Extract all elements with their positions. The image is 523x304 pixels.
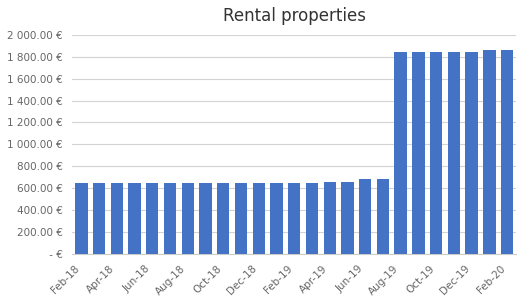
Bar	[128, 183, 141, 254]
Bar	[199, 183, 212, 254]
Bar	[146, 183, 158, 254]
Bar	[465, 52, 478, 254]
Bar	[483, 50, 496, 254]
Bar	[110, 183, 123, 254]
Bar	[253, 183, 265, 254]
Bar	[217, 183, 230, 254]
Bar	[359, 179, 371, 254]
Bar	[164, 183, 176, 254]
Bar	[448, 52, 460, 254]
Bar	[377, 179, 389, 254]
Bar	[181, 183, 194, 254]
Bar	[501, 50, 514, 254]
Bar	[93, 183, 105, 254]
Bar	[324, 181, 336, 254]
Bar	[342, 181, 354, 254]
Bar	[430, 52, 442, 254]
Bar	[394, 52, 407, 254]
Bar	[288, 183, 300, 254]
Bar	[235, 183, 247, 254]
Bar	[75, 183, 87, 254]
Bar	[306, 183, 318, 254]
Bar	[270, 183, 283, 254]
Bar	[412, 52, 425, 254]
Title: Rental properties: Rental properties	[223, 7, 366, 25]
